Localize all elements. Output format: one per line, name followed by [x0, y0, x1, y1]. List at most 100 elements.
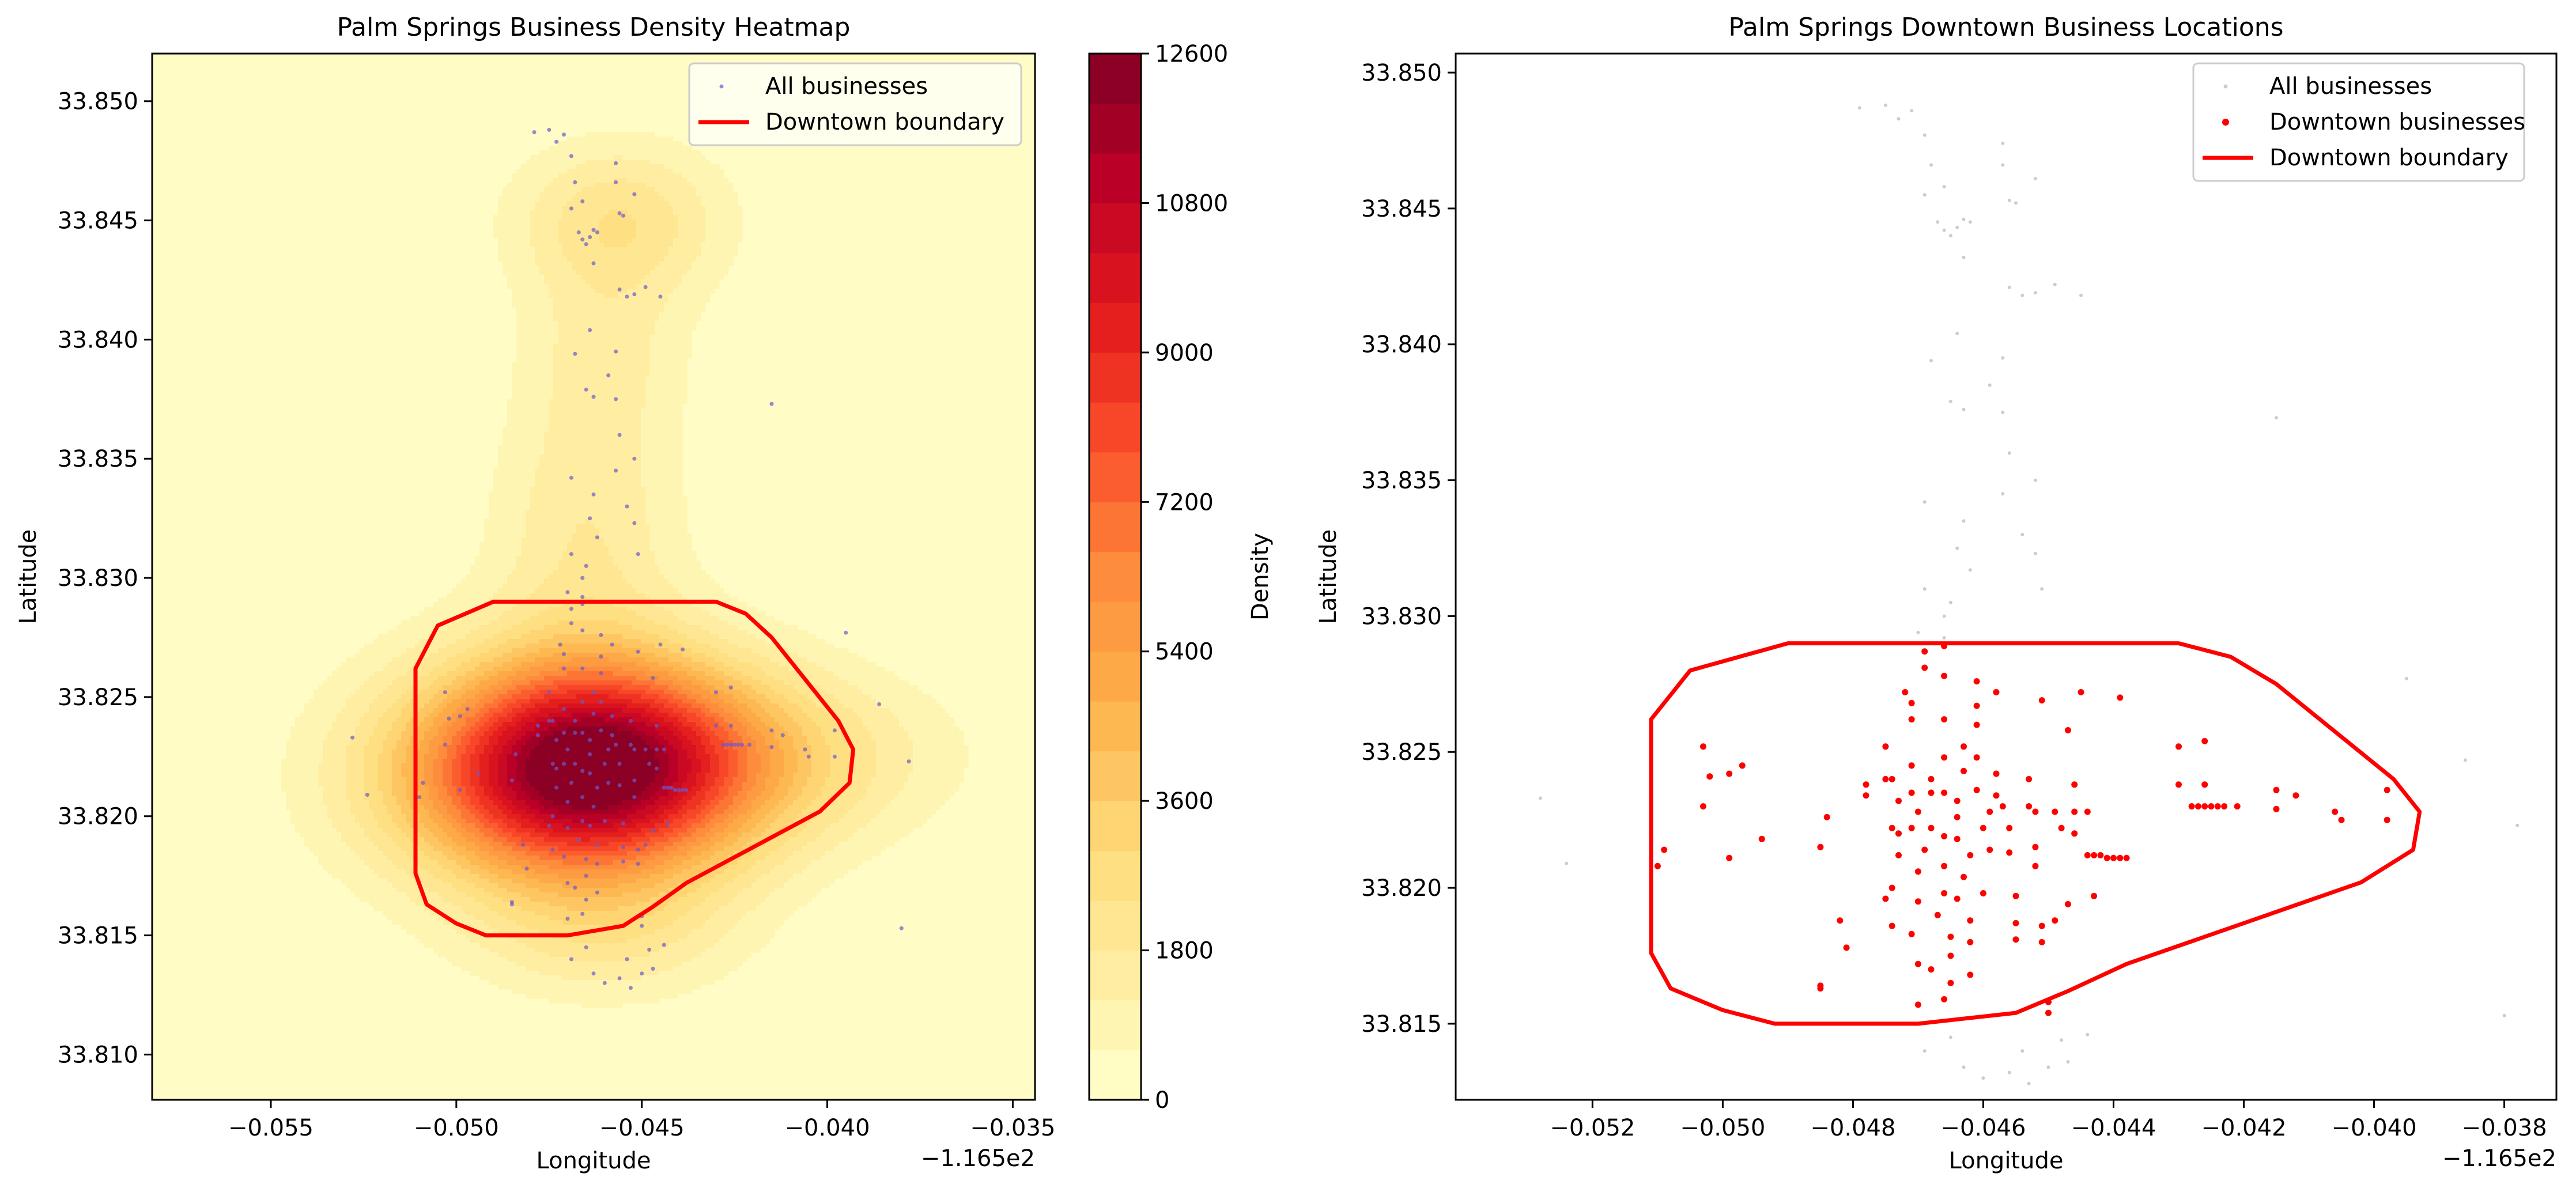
density-cell — [512, 266, 517, 271]
density-cell — [609, 252, 614, 257]
density-cell — [627, 464, 632, 469]
density-cell — [655, 625, 660, 630]
density-cell — [516, 252, 522, 257]
density-cell — [470, 611, 475, 616]
density-cell — [562, 519, 568, 524]
density-cell — [576, 321, 581, 326]
density-cell — [682, 565, 688, 570]
density-cell — [549, 261, 554, 266]
density-cell — [645, 418, 651, 423]
density-cell — [696, 630, 701, 635]
density-cell — [613, 330, 618, 335]
density-cell — [586, 611, 591, 616]
density-cell — [461, 584, 466, 589]
density-cell — [609, 187, 614, 192]
density-cell — [567, 455, 572, 460]
density-cell — [692, 620, 697, 626]
density-cell — [793, 625, 798, 630]
density-cell — [678, 432, 683, 437]
density-cell — [636, 252, 641, 257]
density-cell — [622, 326, 628, 331]
density-cell — [613, 579, 618, 584]
density-cell — [650, 413, 655, 418]
density-cell — [507, 528, 512, 533]
density-cell — [503, 478, 508, 483]
density-cell — [599, 538, 605, 543]
density-cell — [724, 247, 729, 252]
density-cell — [636, 215, 641, 220]
density-cell — [733, 233, 738, 239]
density-cell — [645, 505, 651, 510]
density-cell — [406, 630, 411, 635]
density-cell — [558, 427, 563, 432]
density-cell — [521, 266, 526, 271]
density-cell — [673, 302, 678, 308]
density-cell — [544, 183, 549, 188]
density-cell — [609, 459, 614, 464]
density-cell — [484, 574, 489, 580]
density-cell — [696, 625, 701, 630]
density-cell — [609, 427, 614, 432]
density-cell — [632, 616, 637, 621]
density-cell — [650, 298, 655, 303]
density-cell — [761, 616, 766, 621]
density-cell — [521, 620, 526, 626]
density-cell — [659, 413, 664, 418]
density-cell — [599, 616, 605, 621]
density-cell — [590, 160, 595, 165]
density-cell — [632, 607, 637, 612]
density-cell — [719, 607, 724, 612]
density-cell — [599, 602, 605, 607]
density-cell — [659, 173, 664, 179]
density-cell — [595, 132, 600, 137]
density-cell — [673, 408, 678, 414]
density-cell — [572, 478, 577, 483]
density-cell — [687, 335, 692, 340]
density-cell — [710, 178, 715, 183]
density-cell — [493, 473, 498, 478]
density-cell — [503, 261, 508, 266]
density-cell — [655, 478, 660, 483]
density-cell — [650, 173, 655, 179]
density-cell — [590, 146, 595, 151]
density-cell — [576, 593, 581, 598]
density-cell — [622, 607, 628, 612]
density-cell — [645, 395, 651, 400]
density-cell — [539, 588, 545, 593]
density-cell — [655, 178, 660, 183]
density-cell — [595, 473, 600, 478]
density-cell — [535, 385, 540, 391]
density-cell — [719, 187, 724, 192]
density-cell — [632, 547, 637, 552]
density-cell — [604, 302, 609, 308]
density-cell — [659, 625, 664, 630]
density-cell — [622, 141, 628, 146]
density-cell — [678, 169, 683, 174]
density-cell — [641, 233, 646, 239]
density-cell — [581, 418, 586, 423]
density-cell — [581, 445, 586, 451]
density-cell — [664, 630, 669, 635]
density-cell — [479, 547, 485, 552]
density-cell — [627, 302, 632, 308]
density-cell — [553, 464, 558, 469]
density-cell — [489, 514, 494, 520]
density-cell — [567, 261, 572, 266]
density-cell — [678, 362, 683, 368]
density-cell — [475, 630, 480, 635]
density-cell — [655, 468, 660, 474]
density-cell — [512, 390, 517, 395]
density-cell — [636, 256, 641, 262]
density-cell — [567, 321, 572, 326]
density-cell — [673, 436, 678, 441]
density-cell — [668, 561, 674, 566]
density-cell — [604, 141, 609, 146]
density-cell — [682, 220, 688, 225]
density-cell — [664, 160, 669, 165]
density-cell — [650, 376, 655, 381]
density-cell — [682, 542, 688, 547]
density-cell — [498, 524, 503, 529]
density-cell — [632, 178, 637, 183]
density-cell — [503, 514, 508, 520]
density-cell — [678, 215, 683, 220]
